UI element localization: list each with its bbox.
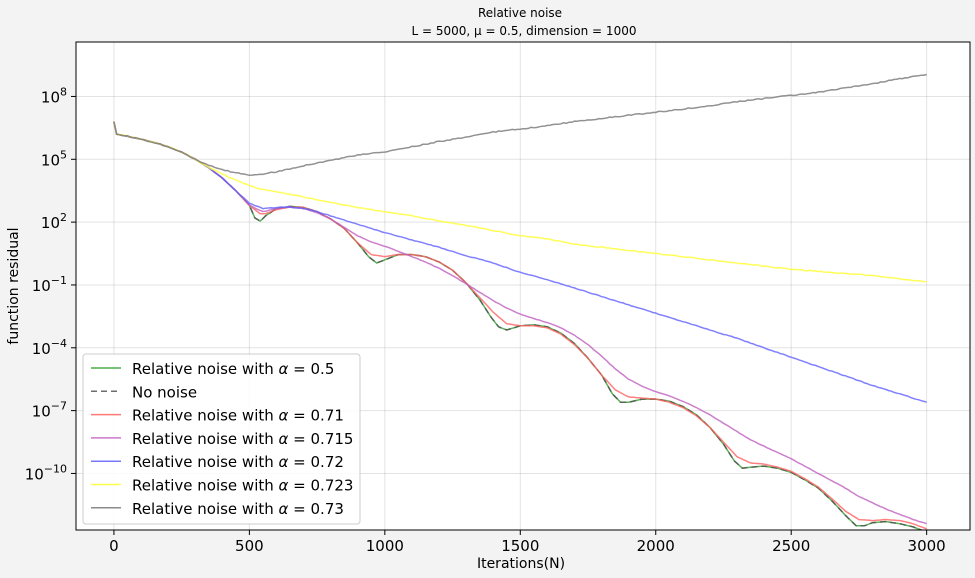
legend-label-3: Relative noise with α = 0.715 (132, 430, 353, 448)
series-line-6 (113, 73, 927, 177)
y-tick-base: 10 (25, 465, 44, 483)
x-tick-label: 2500 (772, 537, 810, 555)
legend-label-prefix: Relative noise with (132, 500, 279, 518)
legend-label-prefix: Relative noise with (132, 407, 279, 425)
y-tick-exponent: 5 (60, 148, 67, 161)
y-tick-base: 10 (32, 340, 51, 358)
y-tick-base: 10 (41, 151, 60, 169)
series-line-1 (113, 121, 924, 530)
x-tick-label: 3000 (908, 537, 946, 555)
y-tick-label: 108 (41, 85, 67, 106)
y-tick-label: 10−4 (32, 337, 67, 358)
y-tick-exponent: −7 (51, 400, 67, 413)
x-tick-label: 500 (235, 537, 264, 555)
x-tick-label: 0 (109, 537, 119, 555)
legend-label-value: = 0.5 (288, 360, 334, 378)
chart-subtitle: L = 5000, μ = 0.5, dimension = 1000 (412, 24, 637, 38)
legend-label-value: = 0.71 (288, 407, 344, 425)
y-tick-label: 10−1 (32, 274, 67, 295)
legend-label-value: = 0.715 (288, 430, 353, 448)
legend-box (82, 353, 361, 525)
legend-label-alpha: α (279, 477, 289, 495)
legend-label-prefix: Relative noise with (132, 430, 279, 448)
y-tick-exponent: 8 (60, 85, 67, 98)
y-tick-exponent: 2 (60, 211, 67, 224)
legend-label-value: = 0.723 (288, 477, 353, 495)
series-lines (113, 73, 927, 530)
y-axis-label: function residual (6, 227, 22, 344)
legend-label-2: Relative noise with α = 0.71 (132, 407, 344, 425)
legend-label-prefix: Relative noise with (132, 453, 279, 471)
axis-ticks: 0 500 1000 1500 2000 2500 300010810510210−110−… (25, 85, 946, 555)
legend-label-value: = 0.73 (288, 500, 344, 518)
x-axis-label: Iterations(N) (477, 556, 565, 572)
series-line-3 (113, 121, 927, 525)
y-tick-base: 10 (32, 277, 51, 295)
x-tick-label: 2000 (637, 537, 675, 555)
y-tick-exponent: −10 (44, 462, 67, 475)
y-tick-label: 105 (41, 148, 67, 169)
legend-label-alpha: α (279, 430, 289, 448)
legend-label-value: = 0.72 (288, 453, 344, 471)
series-line-5 (113, 121, 927, 283)
y-tick-label: 102 (41, 211, 67, 232)
legend-label-prefix: Relative noise with (132, 360, 279, 378)
legend-label-1: No noise (132, 383, 197, 401)
y-tick-exponent: −1 (51, 274, 67, 287)
legend-label-alpha: α (279, 360, 289, 378)
chart-title: Relative noise (478, 6, 562, 20)
series-line-4 (113, 121, 927, 403)
legend-label-alpha: α (279, 500, 289, 518)
legend-label-0: Relative noise with α = 0.5 (132, 360, 334, 378)
y-tick-label: 10−7 (32, 400, 67, 421)
x-tick-label: 1000 (366, 537, 404, 555)
plot-frame (75, 41, 971, 531)
legend: Relative noise with α = 0.5 No noise Relat… (82, 353, 361, 525)
legend-label-prefix: No noise (132, 383, 197, 401)
legend-label-4: Relative noise with α = 0.72 (132, 453, 344, 471)
y-tick-label: 10−10 (25, 462, 67, 483)
x-tick-label: 1500 (501, 537, 539, 555)
legend-label-alpha: α (279, 453, 289, 471)
plot-clip (113, 73, 927, 530)
y-tick-base: 10 (41, 214, 60, 232)
legend-label-6: Relative noise with α = 0.73 (132, 500, 344, 518)
y-tick-exponent: −4 (51, 337, 67, 350)
legend-label-alpha: α (279, 407, 289, 425)
legend-label-prefix: Relative noise with (132, 477, 279, 495)
legend-label-5: Relative noise with α = 0.723 (132, 477, 353, 495)
y-tick-base: 10 (32, 403, 51, 421)
y-tick-base: 10 (41, 88, 60, 106)
